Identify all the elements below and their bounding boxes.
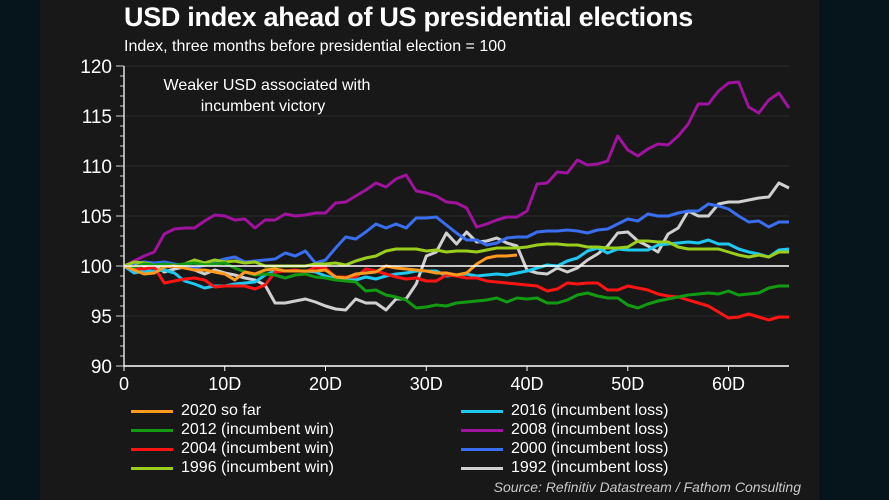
y-tick-label: 90 xyxy=(91,357,112,378)
series-line-2008 xyxy=(123,80,791,268)
legend-swatch xyxy=(131,466,173,470)
chart-subtitle: Index, three months before presidential … xyxy=(124,38,507,55)
axes: 90 95 100 105 110 115 120 0 10D 20D 30D 40D 50D 60D xyxy=(80,57,789,394)
legend-swatch xyxy=(131,447,173,451)
series-line-2012 xyxy=(123,261,789,310)
x-tick-label: 10D xyxy=(208,374,241,394)
annotation-line-2: incumbent victory xyxy=(201,98,326,115)
series-line-2000 xyxy=(123,202,789,270)
legend-label: 2004 (incumbent win) xyxy=(181,440,334,457)
legend-item: 2004 (incumbent win) xyxy=(131,440,334,458)
legend-label: 2012 (incumbent win) xyxy=(181,421,334,438)
y-tick-label: 95 xyxy=(91,307,112,328)
x-tick-label: 30D xyxy=(410,374,443,394)
y-tick-label: 110 xyxy=(82,157,112,178)
legend-label: 2008 (incumbent loss) xyxy=(511,421,669,438)
legend-item: 1996 (incumbent win) xyxy=(131,459,334,477)
legend-label: 2016 (incumbent loss) xyxy=(511,402,669,419)
y-tick-label: 100 xyxy=(80,257,112,278)
series-line-2020 xyxy=(123,253,518,282)
legend-item: 2012 (incumbent win) xyxy=(131,421,334,439)
legend-swatch xyxy=(461,428,503,432)
legend-label: 1996 (incumbent win) xyxy=(181,459,334,476)
legend-item: 2000 (incumbent loss) xyxy=(461,440,668,458)
legend-item: 1992 (incumbent loss) xyxy=(461,459,668,477)
legend-swatch xyxy=(461,447,503,451)
x-tick-label: 50D xyxy=(611,374,644,394)
x-tick-label: 0 xyxy=(119,374,129,394)
legend-swatch xyxy=(131,409,173,413)
legend-swatch xyxy=(131,428,173,432)
legend-item: 2020 so far xyxy=(131,402,261,420)
source-note: Source: Refinitiv Datastream / Fathom Co… xyxy=(493,479,801,495)
legend-label: 2000 (incumbent loss) xyxy=(511,440,669,457)
legend-item: 2008 (incumbent loss) xyxy=(461,421,668,439)
x-tick-label: 60D xyxy=(712,374,745,394)
legend-label: 2020 so far xyxy=(181,402,262,419)
legend-label: 1992 (incumbent loss) xyxy=(511,459,669,476)
chart-title: USD index ahead of US presidential elect… xyxy=(124,2,693,32)
y-tick-label: 115 xyxy=(82,107,112,128)
annotation-line-1: Weaker USD associated with xyxy=(164,77,371,94)
series-line-1992 xyxy=(123,181,790,312)
legend-item: 2016 (incumbent loss) xyxy=(461,402,668,420)
legend-swatch xyxy=(461,409,503,413)
y-tick-label: 105 xyxy=(80,207,112,228)
series-line-1996 xyxy=(123,239,789,268)
y-tick-label: 120 xyxy=(80,57,112,78)
series-lines xyxy=(123,80,791,322)
x-tick-label: 40D xyxy=(511,374,544,394)
x-tick-label: 20D xyxy=(309,374,342,394)
legend-swatch xyxy=(461,466,503,470)
